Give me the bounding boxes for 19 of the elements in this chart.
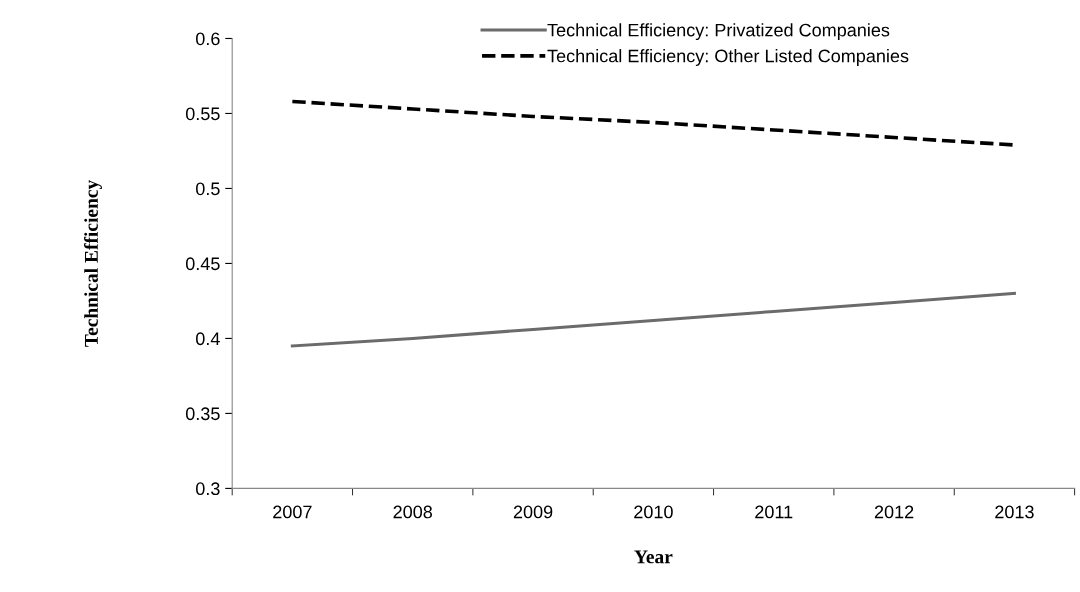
x-axis-title: Year <box>634 550 673 564</box>
y-tick-label: 0.55 <box>185 107 220 121</box>
y-tick-label: 0.3 <box>196 482 220 496</box>
legend-label: Technical Efficiency: Privatized Companies <box>547 23 890 41</box>
y-tick-label: 0.5 <box>196 182 220 196</box>
y-tick-label: 0.4 <box>196 332 220 346</box>
y-tick-label: 0.6 <box>196 32 220 46</box>
x-tick-label: 2013 <box>995 505 1034 519</box>
x-tick-label: 2009 <box>513 505 553 519</box>
y-tick-label: 0.45 <box>185 257 220 271</box>
x-tick-label: 2007 <box>273 505 312 519</box>
line-series <box>290 291 1016 348</box>
x-tick-label: 2010 <box>634 505 673 519</box>
legend-label: Technical Efficiency: Other Listed Companies <box>547 49 909 66</box>
x-tick-label: 2011 <box>755 505 793 519</box>
x-tick-label: 2012 <box>874 505 914 519</box>
y-axis-title: Technical Efficiency <box>84 180 102 347</box>
x-tick-label: 2008 <box>393 505 433 519</box>
y-tick-label: 0.35 <box>185 407 220 421</box>
